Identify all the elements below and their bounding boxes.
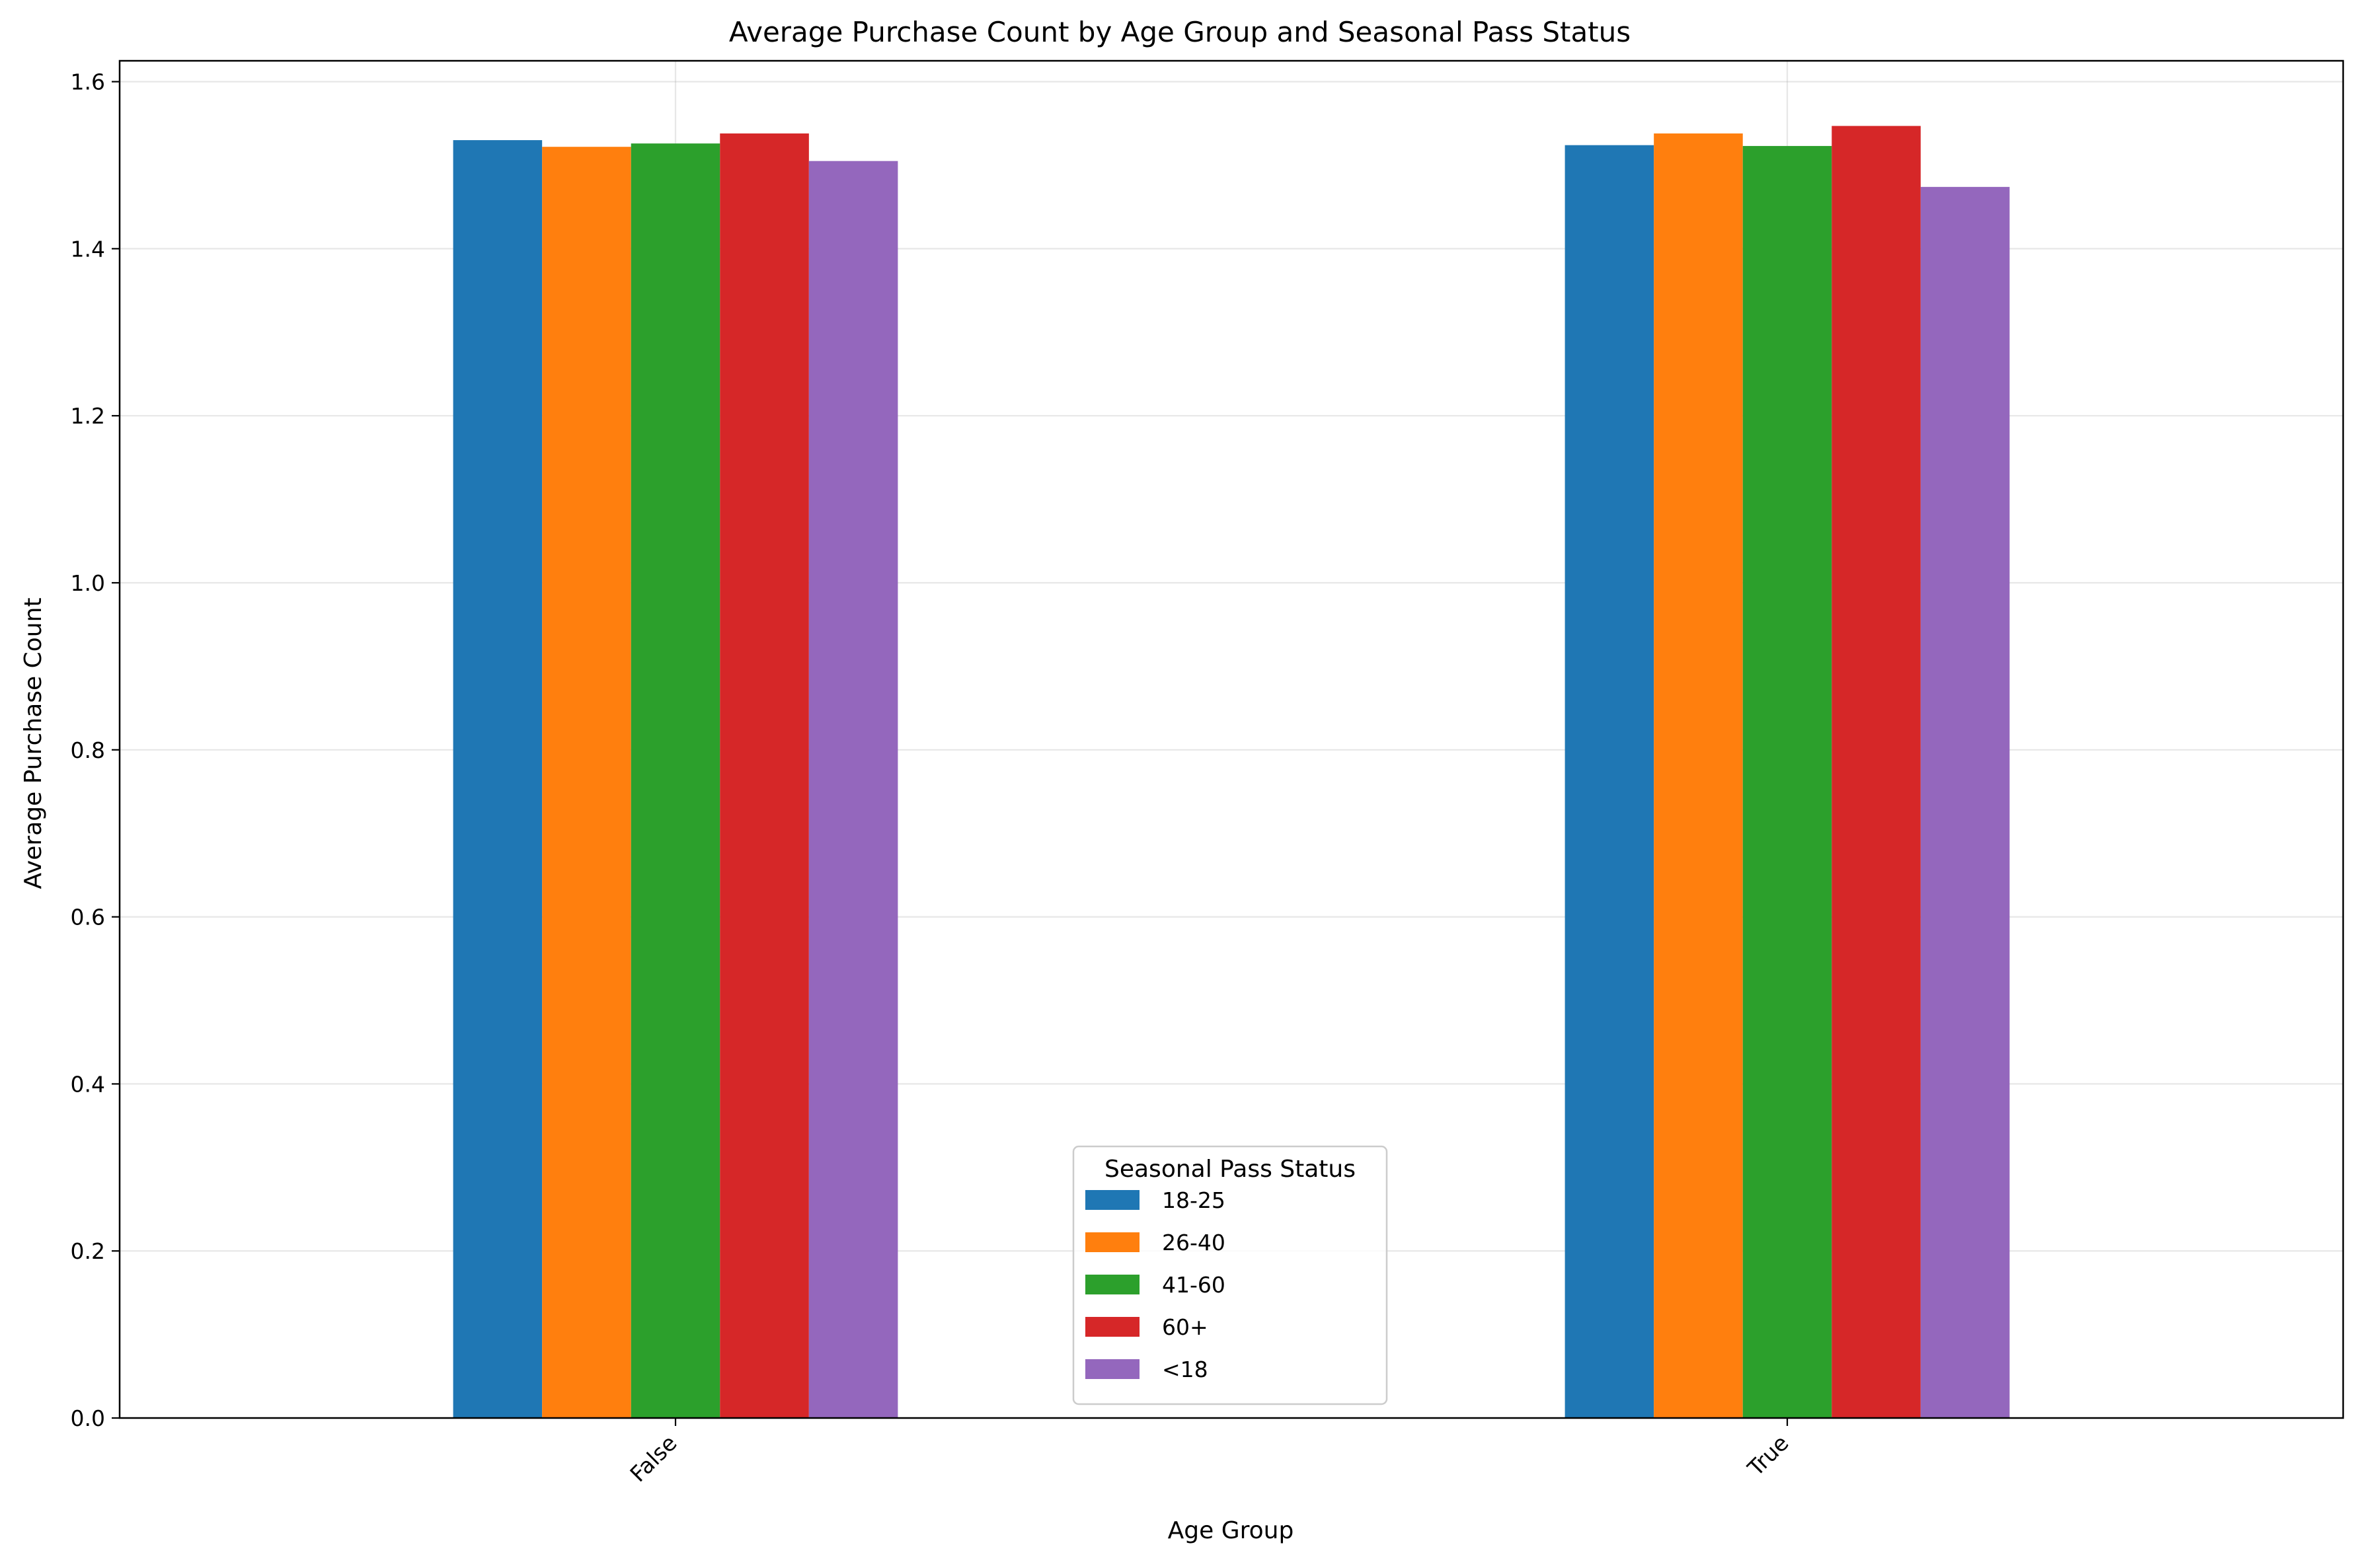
bar xyxy=(720,133,809,1418)
y-tick-label: 0.6 xyxy=(71,905,105,930)
y-tick-label: 0.0 xyxy=(71,1405,105,1431)
bar xyxy=(453,140,543,1419)
x-axis-label: Age Group xyxy=(1168,1517,1294,1544)
bar xyxy=(631,143,720,1419)
legend-items: 18-25 26-40 41-60 60+ <18 xyxy=(1085,1187,1225,1382)
y-tick-label: 1.0 xyxy=(71,570,105,596)
bar xyxy=(1920,186,2010,1418)
y-tick-label: 1.2 xyxy=(71,403,105,429)
legend-swatch xyxy=(1085,1190,1140,1210)
bars xyxy=(453,126,2010,1419)
bar xyxy=(542,147,631,1418)
legend-title: Seasonal Pass Status xyxy=(1104,1156,1356,1183)
y-tick-label: 0.2 xyxy=(71,1238,105,1264)
legend-box xyxy=(1072,1145,1388,1405)
bar xyxy=(1832,126,1921,1418)
plot-area-frame xyxy=(118,59,2344,1419)
bar xyxy=(1742,145,1832,1419)
y-axis-label: Average Purchase Count xyxy=(20,597,47,889)
legend-label: 18-25 xyxy=(1162,1187,1225,1213)
legend: Seasonal Pass Status 18-25 26-40 41-60 60+ <… xyxy=(1072,1145,1388,1405)
legend-swatch xyxy=(1085,1317,1140,1337)
bar xyxy=(808,161,898,1419)
bar xyxy=(1654,133,1743,1418)
legend-label: 26-40 xyxy=(1162,1230,1225,1255)
legend-swatch xyxy=(1085,1275,1140,1294)
y-tick-label: 1.6 xyxy=(71,69,105,95)
legend-swatch xyxy=(1085,1359,1140,1379)
chart-title: Average Purchase Count by Age Group and … xyxy=(729,16,1631,48)
y-axis-ticks: 0.0 0.2 0.4 0.6 0.8 1.0 1.2 1.4 1.6 xyxy=(71,69,120,1431)
y-tick-label: 0.4 xyxy=(71,1071,105,1097)
legend-label: 41-60 xyxy=(1162,1272,1225,1298)
y-tick-label: 0.8 xyxy=(71,737,105,763)
legend-label: 60+ xyxy=(1162,1314,1208,1340)
bar xyxy=(1565,145,1654,1418)
legend-swatch xyxy=(1085,1232,1140,1252)
legend-label: <18 xyxy=(1162,1357,1208,1382)
y-tick-label: 1.4 xyxy=(71,236,105,262)
